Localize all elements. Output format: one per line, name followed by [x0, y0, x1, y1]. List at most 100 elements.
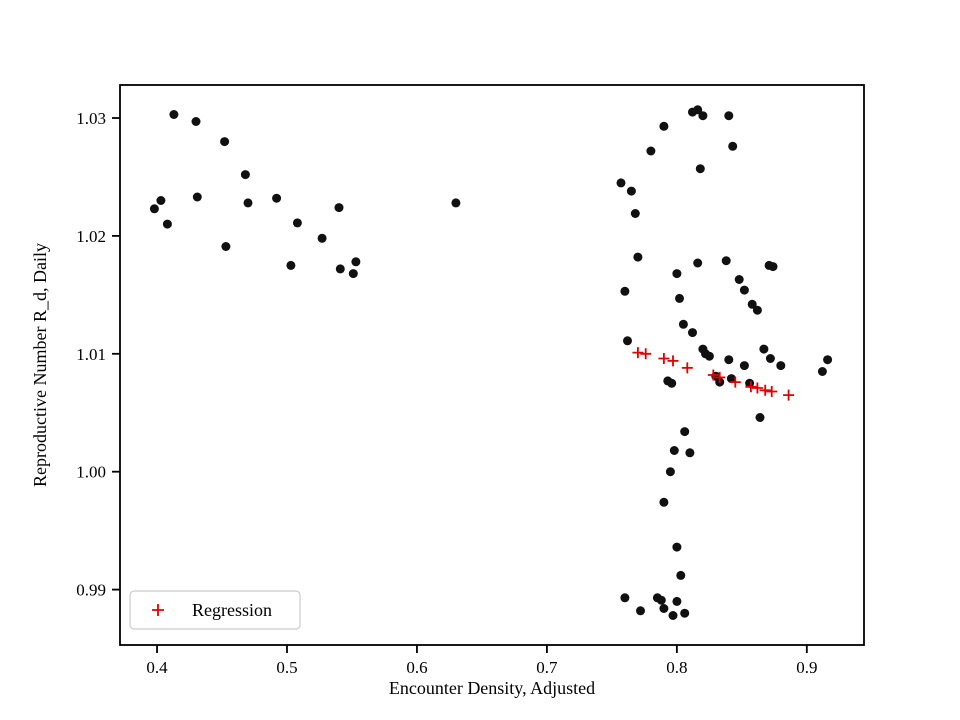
scatter-point — [665, 467, 675, 477]
scatter-point — [680, 427, 690, 437]
y-tick-label: 1.00 — [76, 463, 106, 482]
regression-point — [658, 353, 670, 364]
scatter-point — [724, 111, 734, 121]
scatter-point — [616, 178, 626, 188]
scatter-point — [739, 285, 749, 295]
regression-point — [681, 362, 693, 374]
legend-box — [129, 590, 301, 630]
scatter-point — [620, 286, 630, 296]
scatter-point — [623, 336, 632, 346]
scatter-point — [668, 611, 678, 620]
x-ticks: 0.4 0.5 0.6 0.7 0.8 0.9 — [146, 645, 817, 677]
scatter-point — [693, 105, 703, 115]
scatter-point — [745, 378, 755, 388]
scatter-point — [169, 110, 179, 119]
scatter-point — [636, 606, 645, 616]
scatter-point — [633, 252, 643, 262]
x-tick-label: 0.9 — [796, 658, 817, 677]
scatter-point — [734, 275, 744, 284]
x-tick-label: 0.4 — [146, 658, 168, 677]
scatter-point — [675, 293, 684, 303]
scatter-point — [272, 193, 282, 203]
x-tick-label: 0.7 — [536, 658, 558, 677]
scatter-point — [192, 192, 202, 202]
scatter-point — [191, 117, 201, 126]
scatter-point — [676, 570, 686, 580]
regression-point — [667, 355, 679, 367]
scatter-point — [351, 257, 361, 267]
scatter-point — [752, 305, 762, 315]
scatter-point — [698, 111, 708, 121]
regression-point — [714, 371, 726, 383]
scatter-point — [626, 186, 636, 196]
scatter-point — [759, 344, 769, 354]
x-tick-label: 0.6 — [406, 658, 427, 677]
scatter-point — [149, 204, 159, 214]
scatter-point — [672, 596, 682, 606]
y-tick-label: 1.01 — [76, 345, 106, 364]
legend: Regression — [129, 590, 301, 630]
scatter-point — [726, 374, 736, 384]
scatter-point — [721, 256, 731, 266]
x-axis-label: Encounter Density, Adjusted — [389, 678, 595, 698]
scatter-point — [693, 258, 703, 268]
scatter-point — [240, 170, 250, 180]
scatter-point — [768, 262, 778, 272]
scatter-point — [678, 319, 688, 329]
scatter-point — [659, 604, 669, 613]
scatter-point — [669, 446, 679, 455]
scatter-point — [704, 351, 714, 361]
scatter-point — [817, 367, 827, 376]
scatter-point — [765, 354, 775, 363]
scatter-point — [162, 219, 172, 229]
y-ticks: 0.99 1.00 1.01 1.02 1.03 — [76, 109, 120, 600]
regression-points — [632, 347, 795, 401]
x-tick-label: 0.5 — [276, 658, 297, 677]
scatter-point — [221, 242, 231, 251]
scatter-point — [755, 413, 765, 422]
scatter-point — [672, 542, 682, 552]
regression-point — [766, 386, 778, 397]
legend-plus-icon — [152, 604, 164, 616]
scatter-point — [659, 497, 669, 507]
scatter-point — [667, 378, 677, 388]
scatter-point — [739, 361, 749, 371]
regression-point — [707, 369, 719, 381]
regression-point — [759, 384, 771, 396]
y-tick-label: 0.99 — [76, 581, 106, 600]
regression-point — [729, 376, 741, 388]
scatter-point — [724, 355, 734, 365]
scatter-point — [286, 260, 296, 270]
regression-point — [751, 382, 763, 394]
scatter-point — [728, 141, 738, 151]
scatter-point — [335, 264, 345, 274]
scatter-point — [620, 593, 630, 603]
scatter-point — [317, 233, 327, 243]
scatter-point — [747, 299, 757, 309]
scatter-point — [348, 269, 358, 279]
scatter-point — [451, 198, 461, 208]
scatter-point — [220, 137, 230, 147]
scatter-point — [156, 196, 166, 205]
scatter-point — [646, 146, 656, 156]
scatter-point — [656, 595, 666, 605]
scatter-point — [823, 355, 833, 365]
axes-box — [119, 84, 865, 646]
scatter-point — [292, 218, 302, 228]
scatter-point — [630, 209, 640, 218]
y-axis-label: Reproductive Number R_d, Daily — [30, 243, 50, 487]
y-tick-label: 1.02 — [76, 227, 106, 246]
x-tick-label: 0.8 — [666, 658, 687, 677]
scatter-point — [243, 198, 253, 208]
scatter-point — [659, 121, 669, 131]
y-tick-label: 1.03 — [76, 109, 106, 128]
scatter-point — [688, 328, 697, 338]
scatter-point — [680, 608, 690, 618]
legend-label: Regression — [192, 600, 272, 620]
scatter-point — [672, 269, 682, 279]
scatter-point — [685, 448, 695, 458]
scatter-point — [334, 203, 344, 213]
scatter-points — [149, 105, 833, 620]
